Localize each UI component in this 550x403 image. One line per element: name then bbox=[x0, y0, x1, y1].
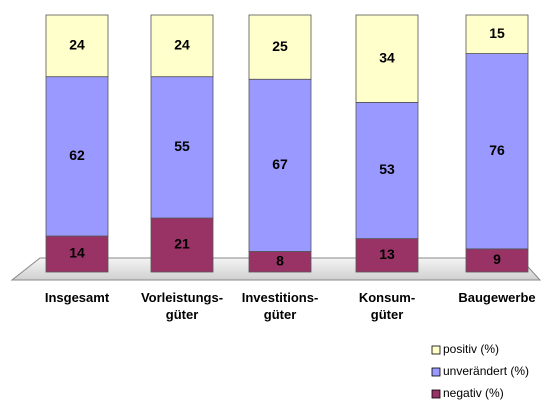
x-tick-label-line: güter bbox=[166, 307, 199, 322]
x-tick-label-line: Investitions- bbox=[242, 290, 319, 305]
x-tick-label: Investitions-güter bbox=[242, 290, 319, 322]
bar-segment bbox=[248, 78, 312, 252]
data-label: 21 bbox=[174, 236, 190, 252]
x-tick-label: Vorleistungs-güter bbox=[141, 290, 223, 322]
data-label: 13 bbox=[379, 246, 395, 262]
data-label: 34 bbox=[379, 49, 395, 65]
bar-segment bbox=[355, 101, 419, 239]
bar-segment bbox=[465, 14, 529, 54]
data-label: 14 bbox=[69, 245, 85, 261]
data-label: 24 bbox=[174, 37, 190, 53]
bar-segment bbox=[150, 76, 214, 219]
x-tick-label-line: güter bbox=[371, 307, 404, 322]
bar-segment bbox=[45, 76, 109, 237]
x-tick-label-line: Insgesamt bbox=[45, 290, 110, 305]
bar-segment bbox=[355, 14, 419, 103]
bar-segment bbox=[150, 217, 214, 273]
data-label: 9 bbox=[493, 251, 501, 267]
data-label: 53 bbox=[379, 161, 395, 177]
data-label: 8 bbox=[276, 252, 284, 268]
x-tick-label: Insgesamt bbox=[45, 290, 110, 305]
data-label: 55 bbox=[174, 138, 190, 154]
bar-segment bbox=[248, 14, 312, 80]
legend-label: negativ (%) bbox=[443, 386, 504, 400]
x-tick-label: Baugewerbe bbox=[458, 290, 535, 305]
data-label: 25 bbox=[272, 38, 288, 54]
legend-swatch bbox=[431, 367, 441, 377]
data-label: 24 bbox=[69, 37, 85, 53]
x-tick-label-line: Konsum- bbox=[359, 290, 415, 305]
bar-segment bbox=[45, 14, 109, 78]
legend-swatch bbox=[431, 345, 441, 355]
bar-segment bbox=[355, 238, 419, 273]
x-tick-label-line: Vorleistungs- bbox=[141, 290, 223, 305]
data-label: 76 bbox=[489, 142, 505, 158]
x-tick-label-line: Baugewerbe bbox=[458, 290, 535, 305]
legend-label: positiv (%) bbox=[443, 342, 499, 356]
data-label: 62 bbox=[69, 147, 85, 163]
x-tick-label-line: güter bbox=[264, 307, 297, 322]
x-tick-label: Konsum-güter bbox=[359, 290, 415, 322]
bar-segment bbox=[150, 14, 214, 78]
bar-segment bbox=[45, 235, 109, 273]
data-label: 15 bbox=[489, 25, 505, 41]
legend-label: unverändert (%) bbox=[443, 364, 529, 378]
data-label: 67 bbox=[272, 156, 288, 172]
legend-swatch bbox=[431, 389, 441, 399]
